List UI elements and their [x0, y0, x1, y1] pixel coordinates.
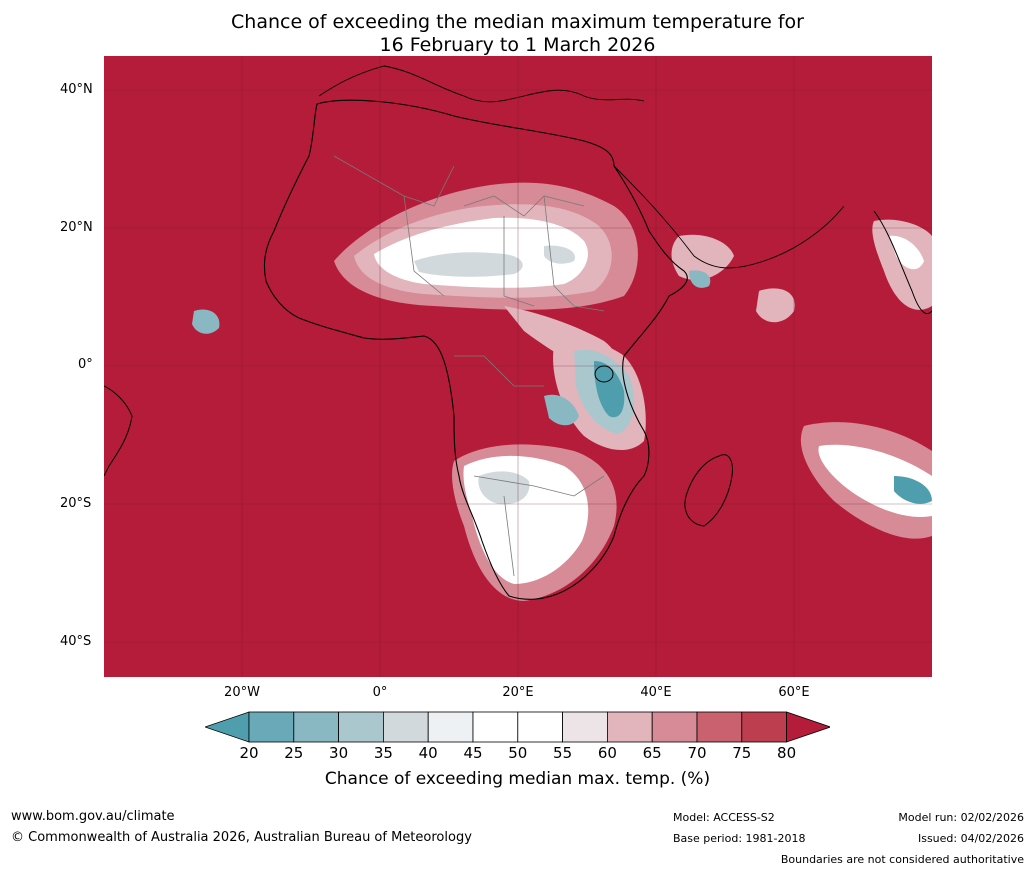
- lake-victoria: [594, 365, 614, 383]
- colorbar: [205, 711, 830, 743]
- colorbar-segment: [248, 711, 295, 743]
- colorbar-tick-label: 65: [642, 744, 662, 762]
- colorbar-tick-label: 60: [597, 744, 617, 762]
- colorbar-label: Chance of exceeding median max. temp. (%…: [324, 769, 711, 789]
- arabia-coastline: [613, 165, 845, 269]
- chart-title-line2: 16 February to 1 March 2026: [379, 34, 656, 56]
- colorbar-tick-label: 45: [463, 744, 483, 762]
- colorbar-segment: [472, 711, 519, 743]
- colorbar-segment: [606, 711, 653, 743]
- colorbar-tick-label: 30: [329, 744, 349, 762]
- lat-label-20n: 20°N: [60, 220, 93, 235]
- southern-africa-region: [452, 444, 617, 601]
- madagascar-coastline: [684, 454, 733, 527]
- lon-label-60e: 60°E: [778, 685, 810, 700]
- colorbar-tick-label: 75: [732, 744, 752, 762]
- probability-map: [104, 56, 932, 677]
- footer-disclaimer: Boundaries are not considered authoritat…: [780, 853, 1024, 866]
- graticule: [104, 56, 932, 677]
- footer-website: www.bom.gov.au/climate: [11, 809, 175, 824]
- colorbar-segment: [382, 711, 429, 743]
- colorbar-segment: [293, 711, 340, 743]
- colorbar-extend-high: [786, 711, 830, 743]
- colorbar-tick-label: 25: [284, 744, 304, 762]
- indian-ocean-region: [192, 219, 932, 539]
- colorbar-tick-label: 80: [777, 744, 797, 762]
- lon-label-20w: 20°W: [224, 685, 260, 700]
- colorbar-segment: [562, 711, 608, 743]
- footer-copyright: © Commonwealth of Australia 2026, Austra…: [11, 830, 472, 845]
- country-borders: [333, 155, 605, 577]
- footer-model: Model: ACCESS-S2: [673, 811, 775, 824]
- footer-base-period: Base period: 1981-2018: [673, 832, 806, 845]
- africa-coastline: [263, 99, 688, 600]
- footer-model-run: Model run: 02/02/2026: [898, 811, 1024, 824]
- lon-label-20e: 20°E: [502, 685, 534, 700]
- colorbar-segment: [651, 711, 698, 743]
- lon-label-0: 0°: [372, 685, 388, 700]
- colorbar-tick-label: 50: [508, 744, 528, 762]
- south-america-coastline: [104, 385, 133, 477]
- colorbar-segment: [338, 711, 384, 743]
- europe-coastline: [318, 65, 645, 103]
- colorbar-tick-label: 20: [239, 744, 259, 762]
- lat-label-20s: 20°S: [60, 496, 92, 511]
- colorbar-tick-label: 55: [553, 744, 573, 762]
- colorbar-tick-label: 70: [687, 744, 707, 762]
- colorbar-segment: [696, 711, 743, 743]
- colorbar-segment: [517, 711, 563, 743]
- colorbar-segment: [741, 711, 787, 743]
- colorbar-tick-label: 40: [418, 744, 438, 762]
- colorbar-tick-label: 35: [373, 744, 393, 762]
- india-coastline: [873, 210, 932, 315]
- lat-label-0: 0°: [78, 357, 93, 372]
- colorbar-extend-low: [205, 711, 250, 743]
- lat-label-40n: 40°N: [60, 82, 93, 97]
- lon-label-40e: 40°E: [640, 685, 672, 700]
- lat-label-40s: 40°S: [60, 634, 92, 649]
- colorbar-segment: [427, 711, 474, 743]
- footer-issued: Issued: 04/02/2026: [917, 832, 1024, 845]
- chart-title-line1: Chance of exceeding the median maximum t…: [231, 11, 804, 33]
